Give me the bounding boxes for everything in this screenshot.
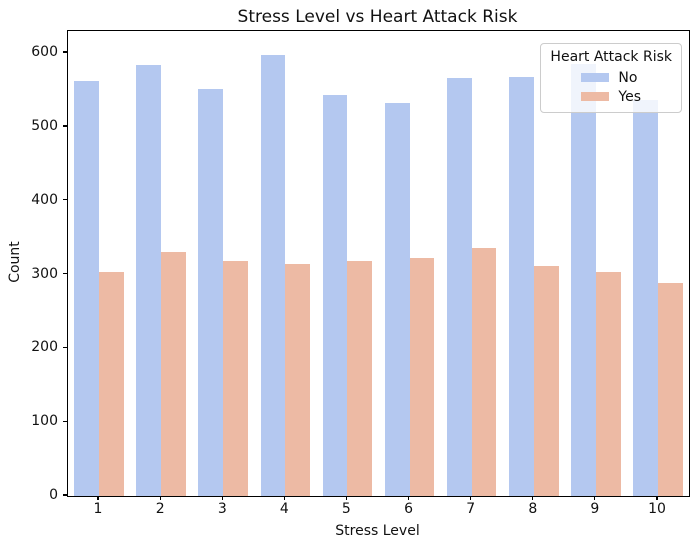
legend-swatch-no-icon: [581, 73, 610, 82]
y-tick-label-0: 0: [49, 487, 58, 503]
legend: Heart Attack Risk No Yes: [540, 43, 682, 113]
x-tick-label-1: 1: [93, 501, 103, 517]
x-tick-mark: [221, 496, 223, 500]
bar-no-7: [446, 77, 472, 496]
y-tick-label-300: 300: [31, 265, 58, 282]
y-tick-mark: [63, 494, 67, 496]
x-tick-label-6: 6: [404, 501, 414, 517]
legend-item-yes: Yes: [581, 87, 641, 106]
x-tick-mark: [407, 496, 410, 500]
x-tick-mark: [470, 496, 472, 500]
bar-no-2: [136, 64, 162, 496]
x-tick-label-10: 10: [648, 501, 666, 517]
bar-no-4: [260, 55, 286, 496]
y-tick-mark: [63, 125, 67, 127]
bar-no-10: [633, 100, 658, 496]
bar-yes-5: [347, 261, 373, 496]
legend-label-yes: Yes: [618, 88, 642, 105]
x-tick-mark: [97, 496, 99, 500]
y-tick-label-200: 200: [31, 339, 58, 356]
y-tick-mark: [63, 272, 67, 275]
x-tick-label-4: 4: [279, 501, 289, 517]
x-tick-label-7: 7: [466, 501, 476, 517]
legend-label-no: No: [618, 69, 638, 86]
bar-no-6: [384, 102, 410, 496]
plot-area: Heart Attack Risk No Yes: [67, 30, 690, 497]
legend-items: No Yes: [581, 68, 641, 106]
x-tick-mark: [345, 496, 348, 500]
bar-yes-1: [99, 271, 124, 496]
chart-title: Stress Level vs Heart Attack Risk: [237, 7, 518, 27]
bar-no-1: [74, 81, 100, 496]
bar-yes-2: [161, 252, 186, 496]
bar-yes-3: [223, 261, 249, 496]
bar-yes-4: [285, 264, 311, 496]
bar-yes-9: [595, 271, 621, 496]
y-tick-label-600: 600: [31, 44, 58, 61]
x-tick-label-5: 5: [341, 501, 351, 517]
x-tick-label-9: 9: [590, 501, 600, 517]
x-tick-mark: [594, 496, 596, 500]
bar-no-9: [571, 64, 596, 496]
bar-yes-6: [409, 257, 435, 496]
x-tick-mark: [656, 496, 658, 500]
x-tick-mark: [532, 496, 534, 500]
y-tick-mark: [63, 420, 67, 422]
bar-yes-10: [657, 283, 683, 496]
x-tick-label-3: 3: [217, 501, 227, 517]
y-tick-label-500: 500: [31, 118, 58, 134]
y-tick-mark: [63, 346, 67, 349]
bar-yes-7: [471, 248, 497, 496]
x-tick-mark: [159, 496, 161, 500]
legend-swatch-yes-icon: [581, 92, 610, 101]
y-tick-label-100: 100: [31, 413, 58, 430]
legend-title: Heart Attack Risk: [550, 49, 672, 65]
bar-no-5: [322, 95, 348, 496]
y-tick-mark: [63, 199, 67, 201]
bar-no-3: [198, 89, 224, 496]
x-tick-label-8: 8: [528, 501, 538, 517]
legend-item-no: No: [581, 68, 641, 87]
bar-yes-8: [533, 266, 559, 496]
x-axis-label: Stress Level: [335, 523, 420, 539]
y-tick-label-400: 400: [31, 191, 58, 208]
bar-no-8: [508, 76, 534, 496]
x-tick-mark: [283, 496, 286, 500]
y-tick-mark: [63, 51, 67, 53]
x-tick-label-2: 2: [155, 501, 165, 517]
